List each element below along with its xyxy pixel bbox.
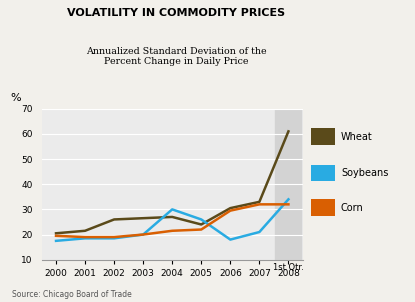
Text: 1st Qtr.: 1st Qtr. (273, 263, 304, 272)
Text: Wheat: Wheat (341, 132, 373, 142)
Bar (276, 109, 302, 260)
Bar (311, 199, 334, 216)
Text: Corn: Corn (341, 203, 364, 213)
Bar (311, 128, 334, 145)
Bar (311, 165, 334, 181)
Text: Source: Chicago Board of Trade: Source: Chicago Board of Trade (12, 290, 132, 299)
Text: %: % (10, 93, 21, 103)
Text: Soybeans: Soybeans (341, 168, 388, 178)
Text: Annualized Standard Deviation of the
Percent Change in Daily Price: Annualized Standard Deviation of the Per… (86, 47, 267, 66)
Text: VOLATILITY IN COMMODITY PRICES: VOLATILITY IN COMMODITY PRICES (67, 8, 286, 18)
